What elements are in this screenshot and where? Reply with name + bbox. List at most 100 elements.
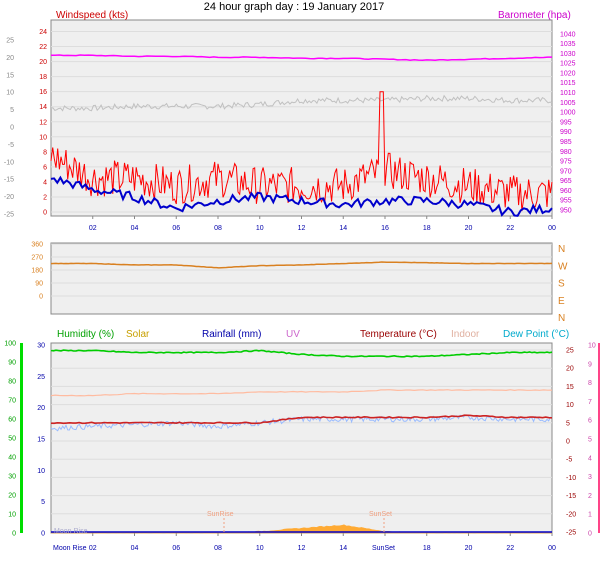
wind-tick-label: 20 <box>39 59 47 66</box>
baro-tick-label: 955 <box>560 198 572 205</box>
wind-series <box>50 54 553 217</box>
rain-tick-label: 5 <box>41 499 45 506</box>
temp-tick-label: -10 <box>566 475 576 482</box>
solar-legend: Solar <box>126 329 150 340</box>
gust-grey-line <box>50 94 553 112</box>
baro-tick-label: 1015 <box>560 80 576 87</box>
wind-tick-label: 12 <box>39 119 47 126</box>
baro-tick-label: 1025 <box>560 61 576 68</box>
temp-tick-label: 5 <box>566 420 570 427</box>
baro-tick-label: 1040 <box>560 31 576 38</box>
wind-tick-label: 14 <box>39 104 47 111</box>
humidity-tick-label: 50 <box>8 436 16 443</box>
indoor-line <box>50 389 553 397</box>
wind-tick-label: 4 <box>43 179 47 186</box>
baro-tick-label: 1005 <box>560 100 576 107</box>
outer-tick-label: 20 <box>6 55 14 62</box>
baro-tick-label: 1035 <box>560 41 576 48</box>
compass-label: N <box>558 244 565 255</box>
uv-axis-bar <box>598 343 600 533</box>
time-tick-label: 14 <box>339 225 347 232</box>
time-tick-label: 12 <box>298 545 306 552</box>
outer-tick-label: 15 <box>6 72 14 79</box>
humidity-tick-label: 30 <box>8 474 16 481</box>
humidity-tick-label: 100 <box>4 341 16 348</box>
time-tick-label: 20 <box>465 225 473 232</box>
wind-tick-label: 6 <box>43 164 47 171</box>
temperature-line <box>50 414 553 425</box>
humidity-axis-bar <box>20 343 23 533</box>
uv-tick-label: 2 <box>588 493 592 500</box>
time-tick-label: 18 <box>423 545 431 552</box>
temp-tick-label: 10 <box>566 402 574 409</box>
temp-tick-label: 25 <box>566 348 574 355</box>
rain-tick-label: 15 <box>37 437 45 444</box>
rain-tick-label: 0 <box>41 531 45 538</box>
temp-tick-label: -20 <box>566 511 576 518</box>
windspeed-label: Windspeed (kts) <box>56 10 128 21</box>
time-tick-label: 22 <box>506 545 514 552</box>
time-tick-label: 16 <box>381 225 389 232</box>
dir-tick-label: 90 <box>35 281 43 288</box>
baro-tick-label: 1020 <box>560 70 576 77</box>
rain-tick-label: 20 <box>37 405 45 412</box>
temp-tick-label: 0 <box>566 439 570 446</box>
dir-tick-label: 360 <box>31 242 43 249</box>
baro-tick-label: 960 <box>560 188 572 195</box>
time-tick-label: 02 <box>89 545 97 552</box>
dir-tick-label: 270 <box>31 255 43 262</box>
barometer-label: Barometer (hpa) <box>498 10 571 21</box>
temp-tick-label: -5 <box>566 457 572 464</box>
uv-tick-label: 10 <box>588 343 596 350</box>
temp-tick-label: 15 <box>566 384 574 391</box>
baro-tick-label: 995 <box>560 119 572 126</box>
tick-labels: 2422201816141210864202520151050-5-10-15-… <box>4 29 596 552</box>
time-tick-label: 10 <box>256 225 264 232</box>
time-tick-label: 10 <box>256 545 264 552</box>
uv-legend: UV <box>286 329 300 340</box>
wind-tick-label: 0 <box>43 210 47 217</box>
humidity-line <box>50 349 553 358</box>
uv-tick-label: 5 <box>588 437 592 444</box>
sunrise-label: SunRise <box>207 511 234 518</box>
sunset-label: SunSet <box>369 511 392 518</box>
time-tick-label: 20 <box>465 545 473 552</box>
compass-label: W <box>558 261 568 272</box>
outer-tick-label: 0 <box>10 125 14 132</box>
outer-tick-label: 10 <box>6 90 14 97</box>
sunset-axis-label: SunSet <box>372 545 395 552</box>
compass-label: N <box>558 313 565 324</box>
outer-tick-label: -25 <box>4 212 14 219</box>
compass-label: S <box>558 279 565 290</box>
uv-tick-label: 8 <box>588 380 592 387</box>
baro-tick-label: 990 <box>560 129 572 136</box>
baro-tick-label: 950 <box>560 208 572 215</box>
wind-tick-label: 10 <box>39 134 47 141</box>
time-tick-label: 04 <box>131 225 139 232</box>
wind-tick-label: 22 <box>39 44 47 51</box>
wind-tick-label: 16 <box>39 89 47 96</box>
direction-line <box>50 261 553 269</box>
humidity-tick-label: 60 <box>8 417 16 424</box>
temperature-legend: Temperature (°C) <box>360 329 437 340</box>
direction-panel <box>50 242 553 315</box>
baro-tick-label: 1030 <box>560 51 576 58</box>
humidity-legend: Humidity (%) <box>57 329 114 340</box>
outer-tick-label: -10 <box>4 159 14 166</box>
barometer-line <box>50 54 552 62</box>
wind-tick-label: 18 <box>39 74 47 81</box>
temp-tick-label: 20 <box>566 366 574 373</box>
outer-tick-label: 5 <box>10 107 14 114</box>
uv-tick-label: 7 <box>588 399 592 406</box>
rain-tick-label: 10 <box>37 468 45 475</box>
uv-tick-label: 6 <box>588 418 592 425</box>
time-tick-label: 22 <box>506 225 514 232</box>
humidity-tick-label: 90 <box>8 360 16 367</box>
wind-tick-label: 8 <box>43 149 47 156</box>
rainfall-legend: Rainfall (mm) <box>202 329 261 340</box>
time-tick-label: 02 <box>89 225 97 232</box>
time-tick-label: 00 <box>548 545 556 552</box>
outer-tick-label: -15 <box>4 177 14 184</box>
humidity-tick-label: 80 <box>8 379 16 386</box>
wind-average-line <box>50 175 553 217</box>
